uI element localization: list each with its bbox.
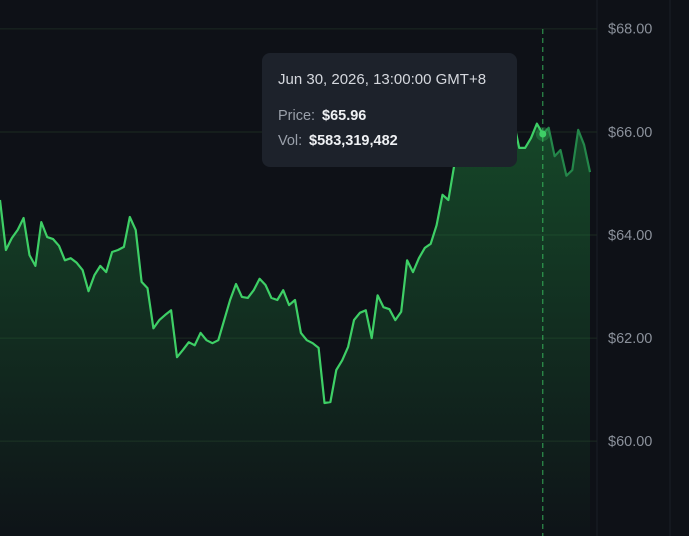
price-line <box>0 119 544 405</box>
y-tick-label: $64.00 <box>608 228 652 244</box>
y-tick-label: $66.00 <box>608 125 652 141</box>
area-fill <box>0 120 590 536</box>
price-line-after <box>542 126 592 177</box>
hover-point <box>539 130 547 138</box>
tooltip-vol: $583,319,482 <box>309 133 398 149</box>
y-tick-label: $60.00 <box>608 434 652 450</box>
tooltip-price: $65.96 <box>322 108 366 124</box>
tooltip-vol-name: Vol: <box>278 133 302 149</box>
tooltip-box <box>262 53 517 167</box>
tooltip-price-name: Price: <box>278 108 315 124</box>
y-tick-label: $62.00 <box>608 331 652 347</box>
tooltip: Jun 30, 2026, 13:00:00 GMT+8 Price: $65.… <box>262 53 517 167</box>
tooltip-title: Jun 30, 2026, 13:00:00 GMT+8 <box>278 71 486 88</box>
y-tick-label: $68.00 <box>608 22 652 38</box>
